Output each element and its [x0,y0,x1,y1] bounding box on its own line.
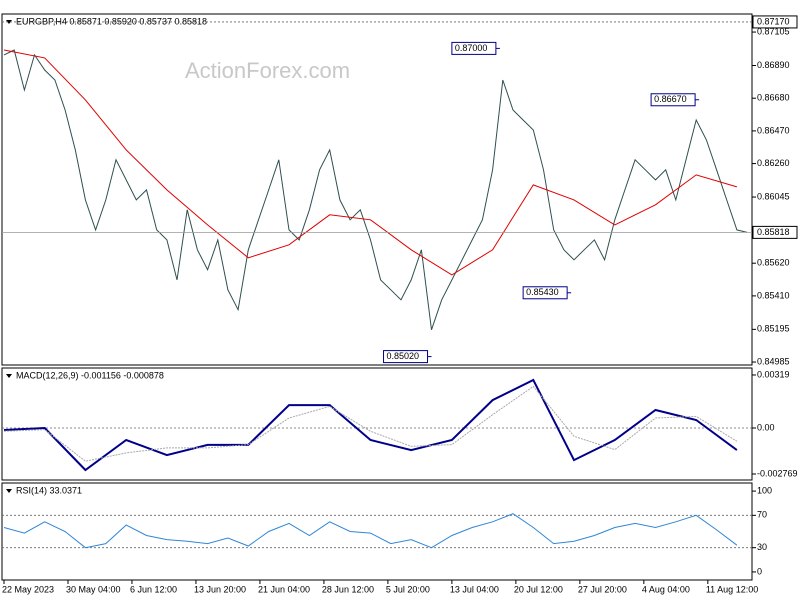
y-tick-label: -0.002769 [757,468,798,478]
x-tick-label: 21 Jun 04:00 [258,584,310,594]
y-tick-label: 0 [757,566,762,576]
annotation-box [522,286,568,300]
annotation-label: 0.85430 [526,287,559,297]
y-tick-label: 0.87170 [757,16,790,26]
panel-title: RSI(14) 33.0371 [16,485,82,495]
y-tick-label: 0.87105 [757,26,790,36]
annotation-box [650,93,696,107]
y-tick-label: 0.86045 [757,191,790,201]
y-tick-label: 0.85410 [757,290,790,300]
series-line [3,49,738,276]
x-tick-label: 20 Jul 12:00 [514,584,563,594]
panel-marker [6,374,12,378]
annotation-box [451,41,497,55]
y-tick-label: 0.86260 [757,158,790,168]
y-tick-label: 0.86680 [757,93,790,103]
x-tick-label: 11 Aug 12:00 [706,584,758,594]
panel-marker [6,489,12,493]
y-tick-box [752,15,798,29]
x-tick-label: 13 Jun 20:00 [194,584,246,594]
x-tick-label: 27 Jul 20:00 [578,584,627,594]
panel-title: MACD(12,26,9) -0.001156 -0.000878 [16,370,164,380]
series-line [3,385,738,462]
y-tick-label: 30 [757,542,767,552]
y-tick-label: 0.85195 [757,324,790,334]
x-tick-label: 30 May 04:00 [66,584,121,594]
series-line [3,513,738,549]
last-price-label: 0.85818 [757,227,790,237]
x-tick-label: 28 Jun 12:00 [322,584,374,594]
y-tick-label: 0.00 [757,422,775,432]
y-tick-label: 70 [757,510,767,520]
y-tick-label: 0.86890 [757,60,790,70]
panel-frame [1,482,753,581]
x-tick-label: 5 Jul 20:00 [386,584,430,594]
panel-marker [6,20,12,24]
series-line [3,378,738,472]
x-tick-label: 22 May 2023 [2,584,54,594]
x-tick-label: 13 Jul 04:00 [450,584,499,594]
panel-frame [1,13,753,366]
series-line [3,49,748,330]
last-price-box [752,225,798,239]
watermark: ActionForex.com [185,58,350,83]
x-tick-label: 6 Jun 12:00 [130,584,177,594]
annotation-label: 0.86670 [654,94,687,104]
annotation-label: 0.85020 [387,351,420,361]
y-tick-label: 100 [757,485,772,495]
y-tick-label: 0.85620 [757,258,790,268]
panel-title: EURGBP,H4 0.85871 0.85920 0.85737 0.8581… [16,16,207,26]
y-tick-label: 0.00319 [757,369,790,379]
annotation-box [383,350,429,364]
x-tick-label: 4 Aug 04:00 [642,584,690,594]
panel-frame [1,367,753,481]
y-tick-label: 0.86470 [757,125,790,135]
annotation-label: 0.87000 [455,43,488,53]
y-tick-label: 0.84985 [757,356,790,366]
